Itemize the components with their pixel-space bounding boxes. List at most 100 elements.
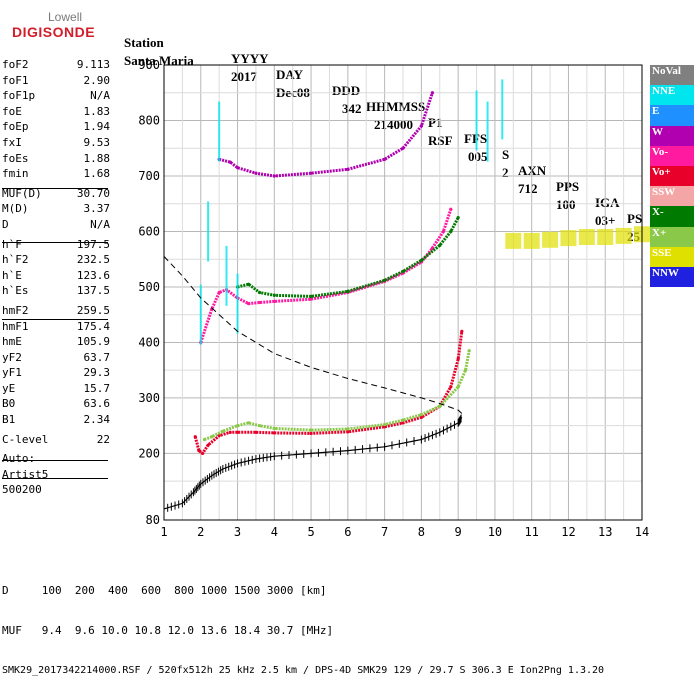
echo-point xyxy=(419,412,423,417)
echo-point xyxy=(210,435,214,439)
echo-trace-line xyxy=(237,216,460,298)
x-tick-label: 10 xyxy=(488,525,502,539)
auto-artist: Artist5 xyxy=(2,467,49,481)
param-row: MUF(D) 30.70 xyxy=(2,187,110,203)
legend-item-x-plus: X+ xyxy=(650,226,694,247)
echo-point xyxy=(258,300,262,305)
param-row: B0 63.6 xyxy=(2,397,110,413)
plot-frame xyxy=(163,64,643,521)
param-value: 197.5 xyxy=(76,237,110,251)
lowell-digisonde-logo: Lowell DIGISONDE xyxy=(8,10,108,46)
echo-point xyxy=(419,124,423,128)
echo-point xyxy=(193,435,197,439)
param-value: N/A xyxy=(90,89,110,103)
param-label: foF1 xyxy=(2,73,29,87)
echo-point xyxy=(246,282,251,286)
echo-point xyxy=(430,91,435,95)
param-label: M(D) xyxy=(2,202,29,216)
echo-point xyxy=(438,243,442,247)
echo-point xyxy=(309,171,313,175)
header-label-yyyy: YYYY xyxy=(231,51,269,66)
echo-point xyxy=(272,174,276,178)
muf-dashed-curve xyxy=(163,256,463,414)
header-value-pps: 100 xyxy=(556,197,576,212)
echo-point xyxy=(218,101,221,162)
x-tick-label: 8 xyxy=(418,525,425,539)
x-tick-label: 3 xyxy=(234,525,241,539)
echo-point xyxy=(246,301,251,306)
echo-point xyxy=(235,424,240,428)
echo-point xyxy=(272,299,276,303)
y-tick-label: 80 xyxy=(146,513,160,527)
param-row: hmE 105.9 xyxy=(2,335,110,351)
echo-point xyxy=(236,273,239,334)
y-tick-label: 600 xyxy=(138,224,160,238)
param-row: foEp 1.94 xyxy=(2,120,110,136)
param-row: fmin 1.68 xyxy=(2,167,110,183)
echo-point xyxy=(217,434,221,438)
echo-trace-nne xyxy=(199,79,504,345)
param-row: foE 1.83 xyxy=(2,105,110,121)
echo-point xyxy=(254,430,258,434)
param-row: D N/A xyxy=(2,218,110,234)
param-value: 63.7 xyxy=(83,350,111,364)
param-row: M(D) 3.37 xyxy=(2,202,110,218)
echo-point xyxy=(560,230,577,247)
echo-trace-x xyxy=(235,215,460,298)
echo-point xyxy=(501,79,504,140)
param-label: foF2 xyxy=(2,58,29,71)
echo-point xyxy=(449,385,453,389)
legend-item-sse: SSE xyxy=(650,246,694,267)
x-tick-label: 7 xyxy=(381,525,388,539)
param-value: 22 xyxy=(96,432,110,446)
param-row: h`F2 232.5 xyxy=(2,253,110,269)
echo-point xyxy=(258,290,262,295)
echo-point xyxy=(419,415,423,419)
param-row: yF1 29.3 xyxy=(2,366,110,382)
y-tick-label: 200 xyxy=(138,446,160,460)
param-label: D xyxy=(2,217,9,231)
chart-marks xyxy=(163,79,650,513)
param-divider xyxy=(2,188,108,189)
param-row: hmF2 259.5 xyxy=(2,304,110,320)
auto-code: 500200 xyxy=(2,483,42,497)
echo-point xyxy=(441,229,446,234)
echo-point xyxy=(272,431,276,435)
x-tick-label: 6 xyxy=(344,525,351,539)
echo-point xyxy=(346,430,350,434)
echo-point xyxy=(383,278,387,282)
footer-distance-row: D 100 200 400 600 800 1000 1500 3000 [km… xyxy=(2,584,327,597)
header-value-s: 2 xyxy=(502,165,509,180)
echo-point xyxy=(597,229,614,246)
echo-point xyxy=(383,422,387,427)
param-label: MUF(D) xyxy=(2,186,42,200)
echo-point xyxy=(217,290,221,295)
header-value-ddd: 342 xyxy=(342,101,362,116)
echo-point xyxy=(201,451,205,456)
param-value: 232.5 xyxy=(76,253,110,267)
x-tick-label: 4 xyxy=(271,525,278,539)
echo-point xyxy=(309,428,313,432)
echo-point xyxy=(486,101,489,162)
header-value-axn: 712 xyxy=(518,181,538,196)
param-row: yE 15.7 xyxy=(2,382,110,398)
param-row: foEs 1.88 xyxy=(2,152,110,168)
echo-point xyxy=(272,426,276,431)
param-divider xyxy=(2,478,108,479)
param-value: 30.70 xyxy=(76,186,110,200)
legend-item-vo-minus: Vo- xyxy=(650,145,694,166)
echo-point xyxy=(309,294,313,298)
param-label: h`F xyxy=(2,237,22,251)
param-label: h`F2 xyxy=(2,253,29,267)
legend-item-nnw: NNW xyxy=(650,266,694,288)
echo-point xyxy=(346,289,350,293)
param-row: yF2 63.7 xyxy=(2,351,110,367)
echo-point xyxy=(207,201,210,262)
echo-point xyxy=(346,167,350,171)
echo-trace-sse xyxy=(505,226,650,249)
header-values-row: Santa Maria 2017 Dec08 342 214000 RSF 00… xyxy=(124,37,640,261)
header-label-s: S xyxy=(502,147,510,162)
y-tick-label: 500 xyxy=(138,280,160,294)
echo-point xyxy=(467,349,471,353)
header-label-pps: PPS xyxy=(556,179,580,194)
